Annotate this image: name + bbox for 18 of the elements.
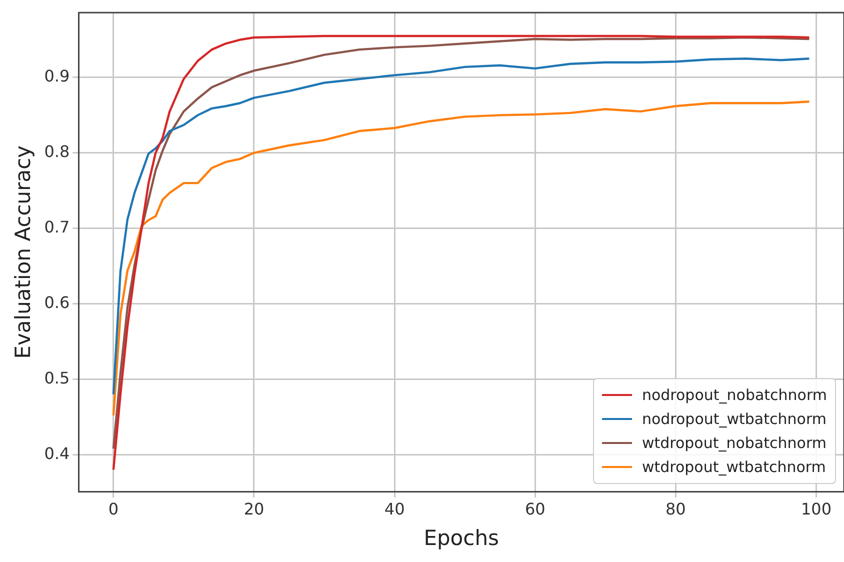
x-tick-label: 40: [384, 499, 405, 518]
y-tick-label: 0.5: [44, 368, 70, 388]
y-tick-label: 0.9: [44, 66, 70, 86]
x-tick-label: 20: [244, 499, 264, 518]
legend-label: nodropout_nobatchnorm: [642, 386, 827, 404]
legend-label: nodropout_wtbatchnorm: [642, 410, 826, 428]
y-tick-label: 0.4: [44, 444, 70, 463]
y-tick-label: 0.7: [44, 217, 70, 236]
y-tick-label: 0.8: [44, 142, 70, 162]
y-axis-title: Evaluation Accuracy: [11, 145, 36, 359]
x-tick-label: 0: [108, 499, 119, 518]
x-axis-title: Epochs: [424, 526, 499, 550]
y-tick-label: 0.6: [44, 292, 70, 312]
x-tick-label: 80: [666, 499, 686, 518]
legend-label: wtdropout_nobatchnorm: [642, 434, 826, 452]
legend-label: wtdropout_wtbatchnorm: [642, 458, 826, 476]
x-tick-label: 60: [524, 499, 546, 518]
x-tick-label: 100: [800, 499, 832, 518]
